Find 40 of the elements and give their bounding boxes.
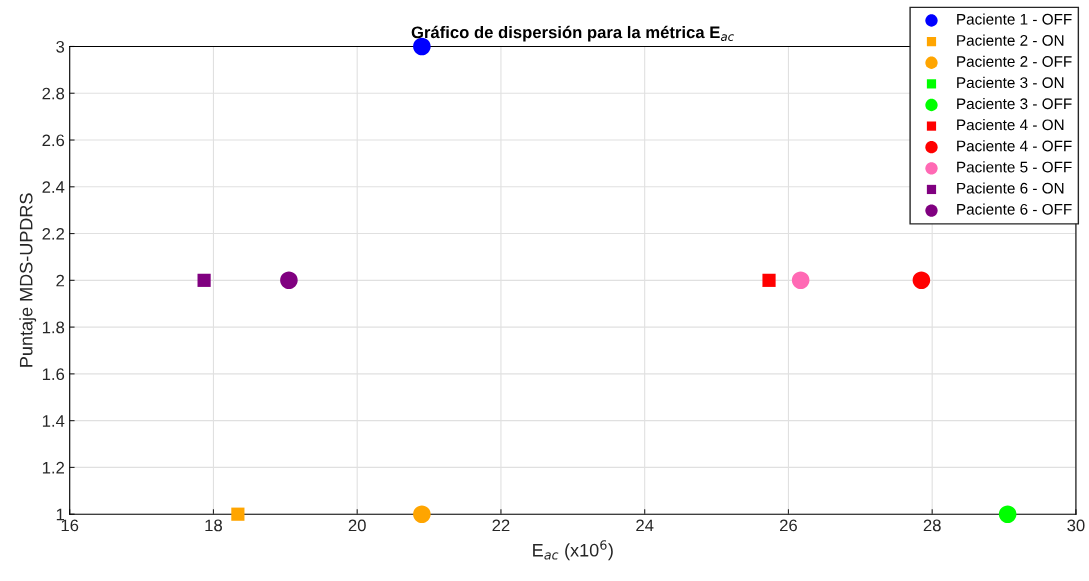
point: [791, 271, 810, 290]
point: [413, 505, 431, 523]
point: [197, 273, 211, 287]
y-tick-label: 1.6: [42, 368, 65, 381]
y-tick-label: 1: [56, 508, 65, 521]
y-tick-label: 3: [56, 40, 65, 53]
legend-label: Paciente 3 - OFF: [957, 97, 1072, 110]
x-tick-label: 28: [923, 519, 941, 532]
legend-label: Paciente 3 - ON: [957, 76, 1064, 89]
y-tick-label: 2.6: [42, 134, 65, 147]
x-axis-title: E$_{ac}$ (x10$^{6}$): [533, 540, 613, 561]
chart-title: Gráfico de dispersión para la métrica E$_{ac}$: [411, 25, 734, 42]
point: [762, 273, 776, 287]
y-tick-label: 1.8: [42, 321, 65, 334]
x-tick-label: 18: [205, 519, 222, 532]
x-tick-label: 24: [636, 519, 654, 532]
y-tick-label: 2: [56, 274, 64, 287]
x-tick-label: 22: [492, 519, 510, 532]
legend-label: Paciente 6 - ON: [957, 182, 1064, 194]
x-tick-label: 26: [780, 519, 797, 532]
y-tick-label: 2.8: [42, 87, 65, 100]
y-axis-title: Puntaje MDS-UPDRS: [19, 193, 37, 367]
legend-label: Paciente 5 - OFF: [957, 161, 1072, 173]
legend-label: Paciente 2 - OFF: [957, 55, 1072, 67]
y-tick-label: 1.2: [42, 461, 64, 474]
point: [998, 505, 1017, 523]
x-tick-label: 30: [1067, 519, 1085, 532]
legend-label: Paciente 2 - ON: [957, 34, 1064, 46]
y-tick-label: 2.2: [42, 227, 64, 240]
legend-label: Paciente 1 - OFF: [957, 13, 1072, 25]
y-tick-label: 2.4: [42, 181, 65, 193]
point: [280, 271, 298, 290]
x-tick-label: 20: [348, 519, 366, 532]
x-tick-label: 16: [61, 519, 79, 532]
point: [231, 507, 245, 521]
legend-label: Paciente 6 - OFF: [957, 203, 1072, 215]
y-tick-label: 1.4: [42, 415, 65, 427]
point: [912, 271, 931, 290]
legend-label: Paciente 4 - ON: [957, 119, 1064, 131]
legend-label: Paciente 4 - OFF: [957, 140, 1072, 152]
